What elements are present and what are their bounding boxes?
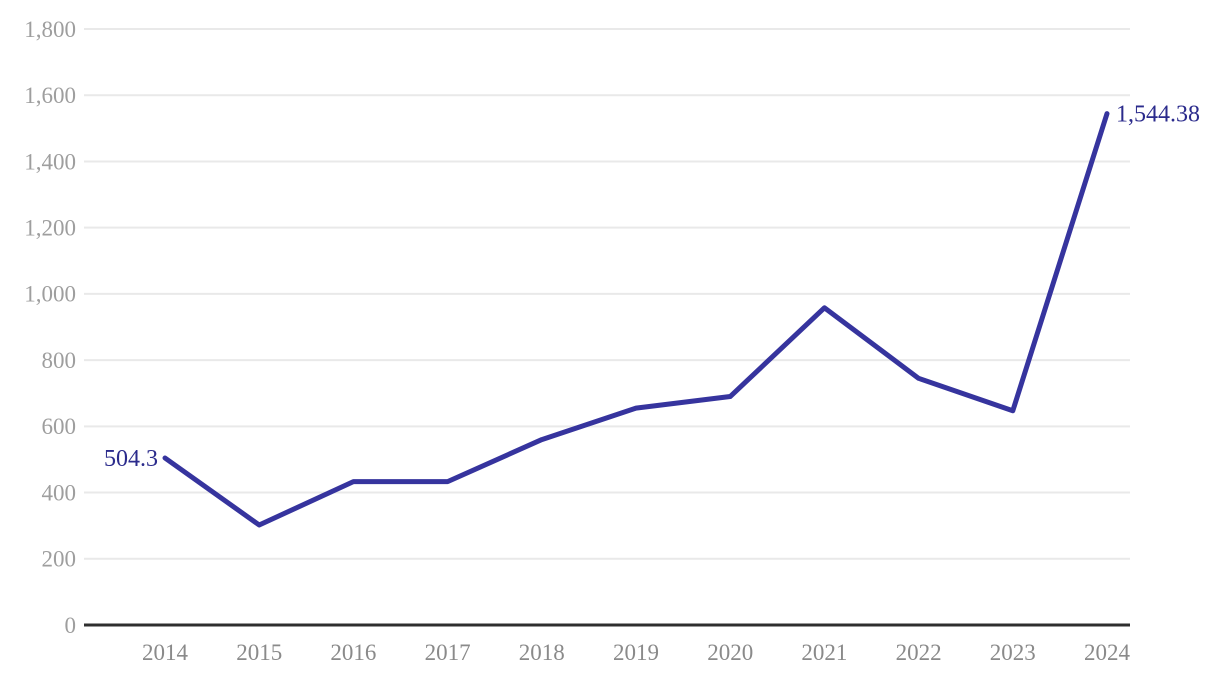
y-tick-label: 1,000 xyxy=(24,282,76,307)
x-tick-label: 2021 xyxy=(801,640,847,665)
x-tick-label: 2024 xyxy=(1084,640,1131,665)
y-tick-label: 0 xyxy=(65,613,77,638)
y-tick-label: 400 xyxy=(42,480,77,505)
x-tick-label: 2014 xyxy=(142,640,189,665)
y-tick-label: 1,800 xyxy=(24,17,76,42)
x-tick-label: 2016 xyxy=(330,640,376,665)
x-tick-label: 2017 xyxy=(425,640,471,665)
y-tick-label: 200 xyxy=(42,547,77,572)
last-point-label: 1,544.38 xyxy=(1116,102,1200,128)
data-line-value xyxy=(162,111,1110,528)
y-tick-label: 800 xyxy=(42,348,77,373)
y-tick-label: 1,200 xyxy=(24,215,76,240)
y-tick-label: 1,400 xyxy=(24,149,76,174)
x-tick-label: 2023 xyxy=(990,640,1036,665)
x-tick-label: 2022 xyxy=(896,640,942,665)
x-tick-label: 2020 xyxy=(707,640,753,665)
y-tick-label: 600 xyxy=(42,414,77,439)
x-tick-label: 2015 xyxy=(236,640,282,665)
x-tick-label: 2018 xyxy=(519,640,565,665)
first-point-label: 504.3 xyxy=(104,446,158,472)
x-tick-label: 2019 xyxy=(613,640,659,665)
y-tick-label: 1,600 xyxy=(24,83,76,108)
